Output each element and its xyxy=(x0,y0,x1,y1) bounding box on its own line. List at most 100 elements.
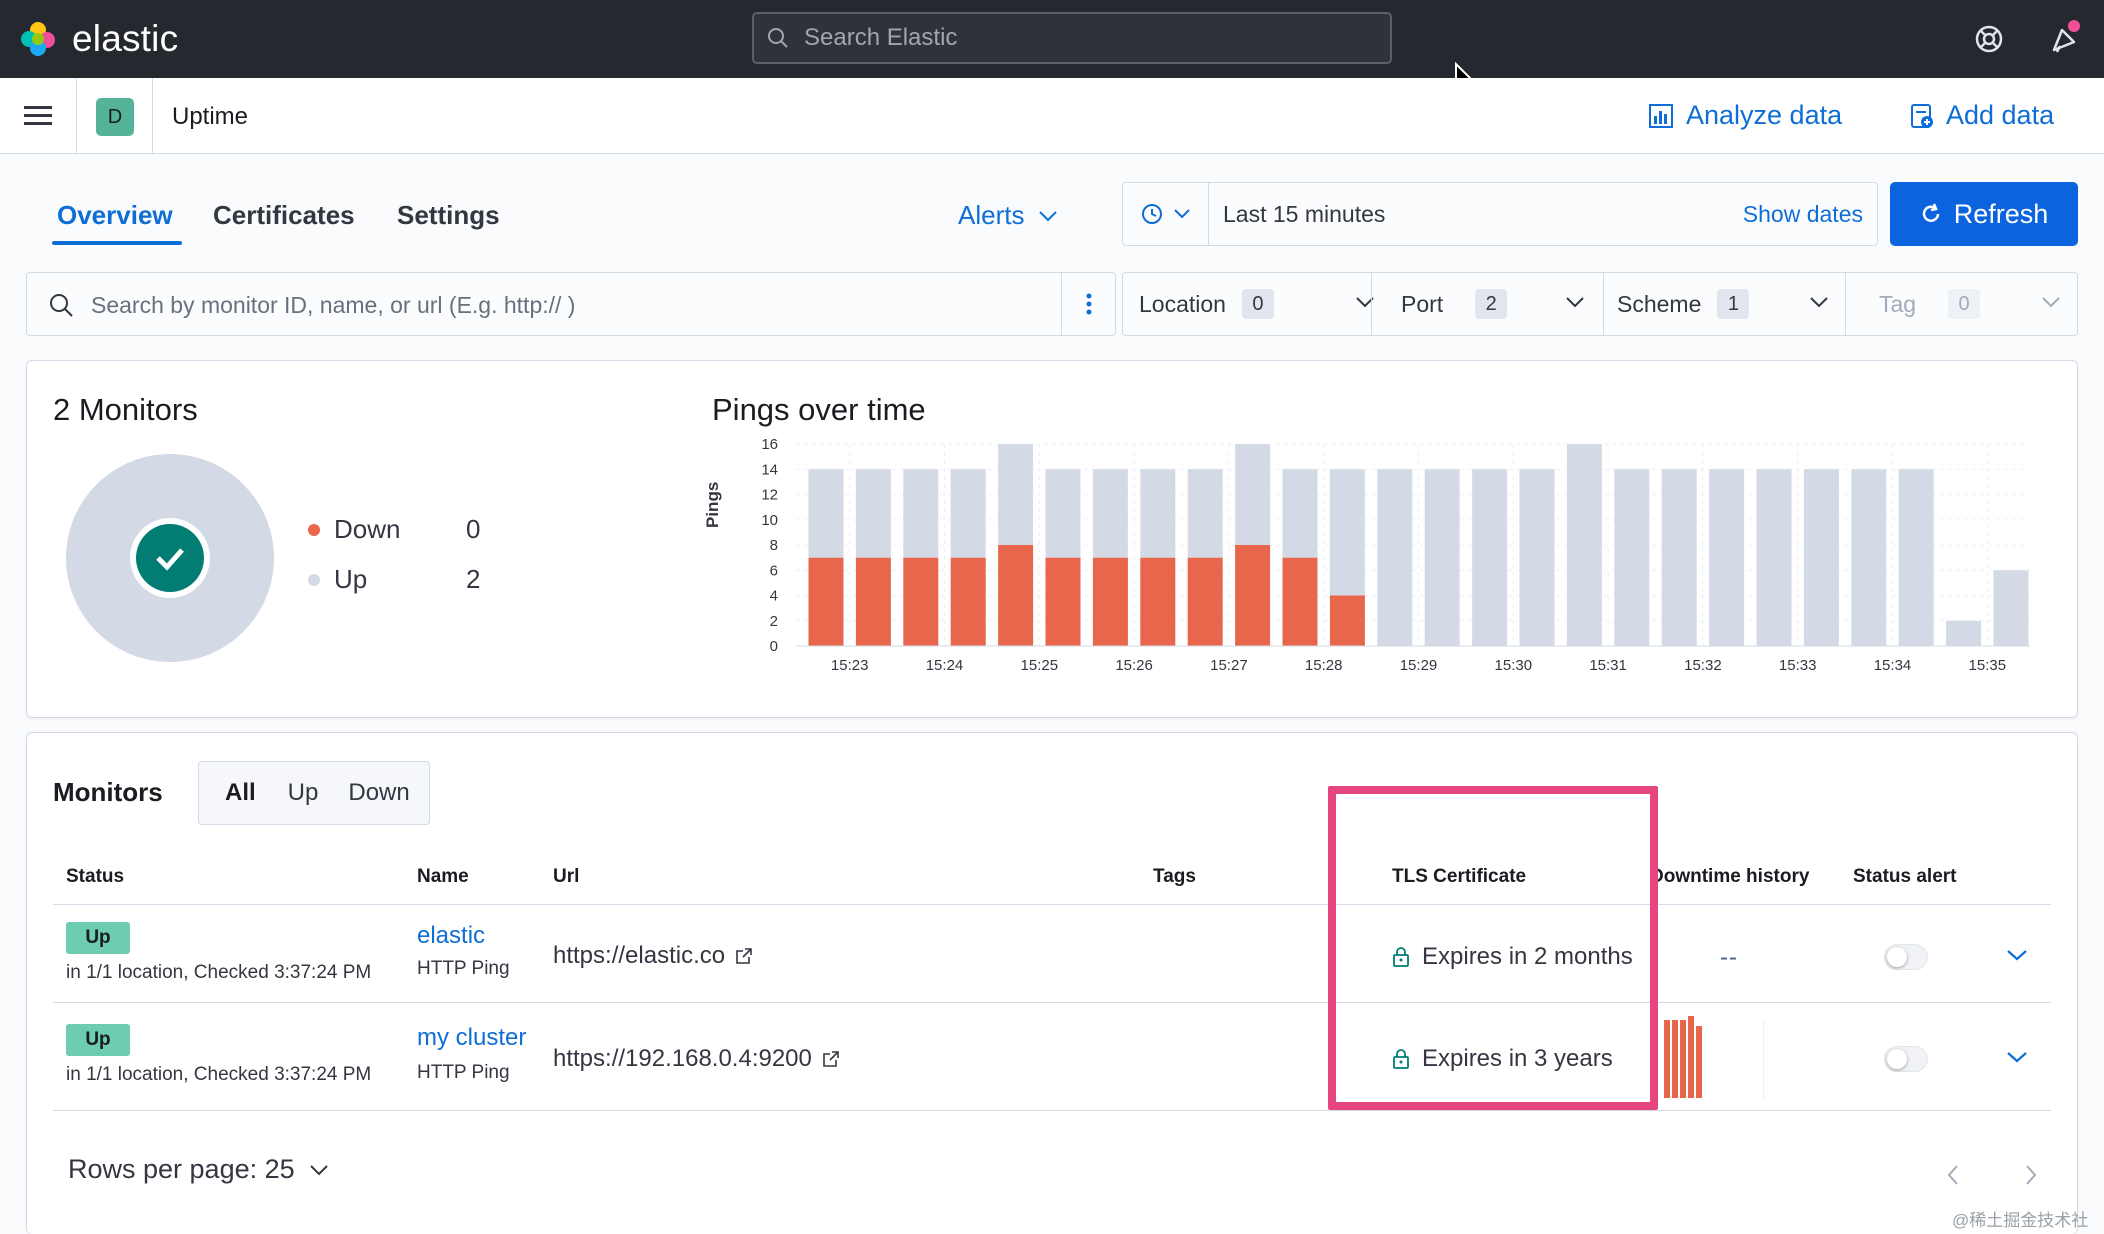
show-dates-link[interactable]: Show dates xyxy=(1742,201,1863,227)
monitor-type: HTTP Ping xyxy=(417,958,510,979)
analyze-data-link[interactable]: Analyze data xyxy=(1648,100,1842,131)
global-search-input[interactable]: Search Elastic xyxy=(752,12,1392,64)
x-tick-label: 15:30 xyxy=(1495,657,1533,674)
monitor-type: HTTP Ping xyxy=(417,1062,510,1083)
bar-down xyxy=(1235,545,1271,646)
bar-up xyxy=(950,469,986,558)
y-tick-label: 4 xyxy=(770,588,778,605)
tls-expiry: Expires in 2 months xyxy=(1392,943,1633,971)
filter-all-button[interactable]: All xyxy=(225,779,256,806)
column-header-tags: Tags xyxy=(1153,866,1196,887)
bar-up xyxy=(1235,444,1271,545)
column-header-url: Url xyxy=(553,866,580,887)
quick-select-button[interactable] xyxy=(1123,183,1209,245)
bar-up xyxy=(1329,469,1365,596)
bar-down xyxy=(1187,557,1223,646)
x-tick-label: 15:35 xyxy=(1969,657,2007,674)
add-data-link[interactable]: Add data xyxy=(1910,100,2054,131)
expand-row-icon[interactable] xyxy=(2006,948,2028,962)
column-header-status: Status xyxy=(66,866,125,887)
tab-certificates[interactable]: Certificates xyxy=(213,200,355,230)
date-range-text[interactable]: Last 15 minutes xyxy=(1223,201,1386,227)
bar-up xyxy=(1424,469,1460,646)
refresh-button[interactable]: Refresh xyxy=(1890,182,2078,246)
external-link-icon xyxy=(736,948,752,964)
status-detail: in 1/1 location, Checked 3:37:24 PM xyxy=(66,1064,372,1085)
x-tick-label: 15:26 xyxy=(1115,657,1153,674)
bar-up xyxy=(1851,469,1887,646)
filter-location[interactable]: Location 0 xyxy=(1139,273,1274,335)
add-data-icon xyxy=(1911,103,1933,128)
bar-down xyxy=(1329,595,1365,646)
status-alert-toggle[interactable] xyxy=(1884,944,1928,970)
query-options-button[interactable] xyxy=(1061,273,1115,335)
external-link-icon xyxy=(823,1051,839,1067)
x-tick-label: 15:27 xyxy=(1210,657,1248,674)
rows-per-page-select[interactable]: Rows per page: 25 xyxy=(68,1154,329,1185)
tab-overview[interactable]: Overview xyxy=(57,200,173,230)
bar-up xyxy=(1377,469,1413,646)
x-tick-label: 15:23 xyxy=(831,657,869,674)
expand-row-icon[interactable] xyxy=(2006,1050,2028,1064)
monitor-count-title: 2 Monitors xyxy=(53,392,198,427)
bar-down xyxy=(1140,557,1176,646)
x-tick-label: 15:24 xyxy=(926,657,964,674)
x-tick-label: 15:31 xyxy=(1589,657,1627,674)
chevron-down-icon[interactable] xyxy=(1565,295,1585,309)
y-tick-label: 8 xyxy=(770,537,778,554)
newsfeed-icon[interactable] xyxy=(2048,20,2082,56)
refresh-label: Refresh xyxy=(1953,198,2049,229)
y-tick-label: 16 xyxy=(761,436,778,453)
status-detail: in 1/1 location, Checked 3:37:24 PM xyxy=(66,962,372,983)
chevron-down-icon[interactable] xyxy=(1355,295,1375,309)
previous-page-icon[interactable] xyxy=(1946,1164,1960,1186)
chevron-down-icon[interactable] xyxy=(2041,295,2061,309)
x-tick-label: 15:32 xyxy=(1684,657,1722,674)
bar-up xyxy=(1709,469,1745,646)
chart-title: Pings over time xyxy=(712,392,926,427)
bar-up xyxy=(1756,469,1792,646)
pings-over-time-chart: 0 2 4 6 8 10 12 14 16 15:23 15:24 15:25 15:26 15:27 15… xyxy=(761,436,2030,674)
check-icon xyxy=(136,524,204,592)
elastic-logo[interactable]: elastic xyxy=(18,18,178,60)
legend-up: Up xyxy=(308,564,367,595)
monitor-url-link[interactable]: https://elastic.co xyxy=(553,942,753,970)
bar-up xyxy=(1898,469,1934,646)
tab-settings[interactable]: Settings xyxy=(397,200,500,230)
add-data-label: Add data xyxy=(1946,100,2055,130)
filter-tag[interactable]: Tag 0 xyxy=(1879,273,1981,335)
chevron-down-icon xyxy=(309,1164,328,1175)
menu-icon[interactable] xyxy=(24,105,52,132)
filter-port[interactable]: Port 2 xyxy=(1401,273,1508,335)
filter-up-button[interactable]: Up xyxy=(287,779,319,806)
alerts-menu-button[interactable]: Alerts xyxy=(958,200,1058,231)
monitor-name-link[interactable]: elastic xyxy=(417,922,486,949)
status-alert-toggle[interactable] xyxy=(1884,1046,1928,1072)
bar-up xyxy=(1566,444,1602,646)
space-avatar[interactable]: D xyxy=(96,98,134,136)
column-header-name: Name xyxy=(417,866,469,887)
bar-down xyxy=(998,545,1034,646)
row-divider xyxy=(53,1110,2051,1111)
x-tick-label: 15:28 xyxy=(1305,657,1343,674)
monitor-search-input[interactable]: Search by monitor ID, name, or url (E.g.… xyxy=(26,272,1116,336)
next-page-icon[interactable] xyxy=(2024,1164,2038,1186)
filter-scheme[interactable]: Scheme 1 xyxy=(1617,273,1750,335)
legend-label: Up xyxy=(334,564,368,594)
elastic-cluster-icon xyxy=(21,22,55,56)
monitor-url-link[interactable]: https://192.168.0.4:9200 xyxy=(553,1045,840,1073)
alerts-label: Alerts xyxy=(958,200,1025,230)
date-picker: Last 15 minutes Show dates xyxy=(1122,182,1878,246)
filter-down-button[interactable]: Down xyxy=(348,779,410,806)
chevron-down-icon[interactable] xyxy=(1809,295,1829,309)
monitor-name-link[interactable]: my cluster xyxy=(417,1024,527,1051)
monitor-url-text: https://elastic.co xyxy=(553,942,726,969)
help-icon[interactable] xyxy=(1972,22,2006,56)
bar-up xyxy=(1140,469,1176,558)
filter-count: 1 xyxy=(1717,289,1750,319)
bar-down xyxy=(1092,557,1128,646)
x-tick-label: 15:33 xyxy=(1779,657,1817,674)
y-tick-label: 12 xyxy=(761,487,778,504)
global-header: elastic Search Elastic xyxy=(0,0,2104,97)
kebab-menu-icon xyxy=(1086,293,1091,315)
